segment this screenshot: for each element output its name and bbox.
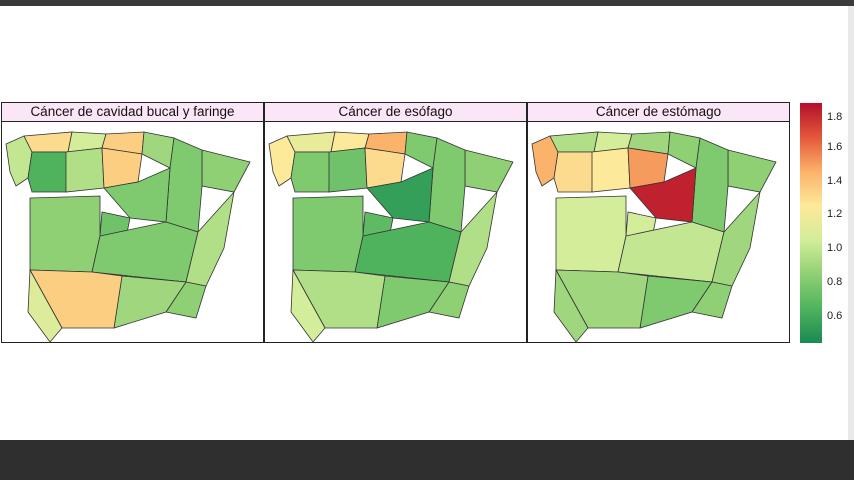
right-frame-strip	[848, 6, 854, 440]
panel-oral-cavity: Cáncer de cavidad bucal y faringe	[1, 102, 264, 343]
color-legend: 1.8 1.6 1.4 1.2 1.0 0.8 0.6	[800, 103, 854, 343]
region-leon	[553, 151, 595, 193]
legend-label: 1.4	[827, 175, 843, 187]
panel-stomach: Cáncer de estómago	[527, 102, 790, 343]
region-asturias	[23, 131, 73, 153]
legend-label: 0.6	[827, 310, 843, 322]
bottom-frame-bar	[0, 440, 854, 480]
region-valencia	[711, 190, 761, 287]
legend-label: 0.8	[827, 276, 843, 288]
region-leon	[290, 151, 332, 193]
legend-label: 1.8	[827, 111, 843, 123]
region-valencia	[448, 190, 498, 287]
region-catalonia	[201, 149, 251, 193]
panel-esophagus: Cáncer de esófago	[264, 102, 527, 343]
region-huelva-cadiz	[27, 268, 63, 343]
region-navarra	[667, 131, 701, 169]
region-catalonia	[727, 149, 777, 193]
region-castilla-leon-e	[366, 167, 434, 223]
region-valencia	[185, 190, 235, 287]
region-castilla-leon-w	[328, 147, 368, 193]
region-castilla-leon-e	[629, 167, 697, 223]
legend-color-bar	[800, 103, 822, 343]
region-navarra	[404, 131, 438, 169]
panel-title: Cáncer de esófago	[265, 103, 526, 122]
legend-label: 1.2	[827, 208, 843, 220]
map-stomach	[531, 131, 777, 343]
region-extremadura	[29, 195, 101, 273]
region-extremadura	[555, 195, 627, 273]
region-castilla-leon-e	[103, 167, 171, 223]
region-asturias	[286, 131, 336, 153]
region-navarra	[141, 131, 175, 169]
panel-title: Cáncer de estómago	[528, 103, 789, 122]
legend-label: 1.0	[827, 242, 843, 254]
panel-title: Cáncer de cavidad bucal y faringe	[2, 103, 263, 122]
region-catalonia	[464, 149, 514, 193]
legend-label: 1.6	[827, 141, 843, 153]
region-castilla-leon-w	[591, 147, 631, 193]
map-oral-cavity	[5, 131, 251, 343]
region-asturias	[549, 131, 599, 153]
region-leon	[27, 151, 69, 193]
top-frame-bar	[0, 0, 854, 6]
region-huelva-cadiz	[290, 268, 326, 343]
region-huelva-cadiz	[553, 268, 589, 343]
region-castilla-leon-w	[65, 147, 105, 193]
region-extremadura	[292, 195, 364, 273]
map-esophagus	[268, 131, 514, 343]
